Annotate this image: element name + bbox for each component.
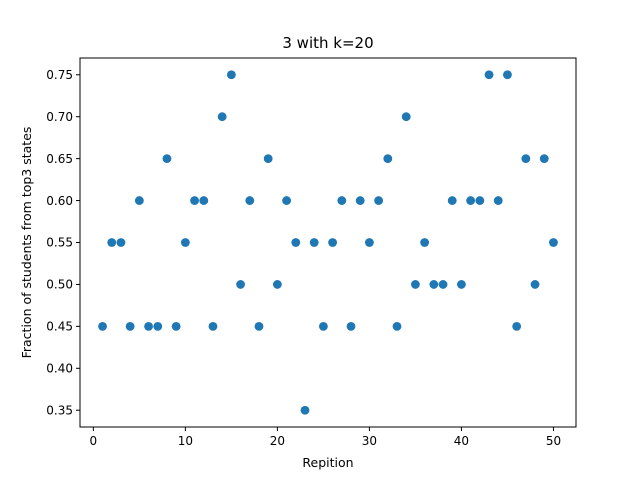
x-tick-label: 10 [178,434,193,448]
data-point [153,321,163,331]
data-point [272,280,282,289]
y-tick-label: 0.55 [46,236,73,250]
data-point [98,321,107,331]
data-point [180,238,190,247]
data-point [263,154,273,164]
y-axis-label: Fraction of students from top3 states [19,127,34,359]
data-point [512,321,522,331]
data-point [438,280,448,289]
data-point [190,196,199,205]
data-point [319,321,328,331]
x-tick-label: 0 [90,434,98,448]
data-point [539,154,549,164]
data-point [162,154,172,164]
y-tick-label: 0.40 [46,361,73,375]
x-tick-label: 20 [270,434,285,448]
data-point [125,321,135,331]
data-point [530,280,540,289]
data-point [493,196,503,205]
data-point [328,238,337,247]
x-tick-label: 40 [454,434,469,448]
y-tick-label: 0.65 [46,152,73,166]
data-point [346,321,356,331]
data-point [245,196,255,205]
data-point [503,70,512,80]
x-tick-label: 30 [362,434,377,448]
data-point [466,196,476,205]
x-axis-label: Repition [302,455,353,470]
data-point [549,238,558,247]
y-axis: 0.35 0.40 0.45 0.50 0.55 0.60 0.65 0.70 0.75 [46,68,80,417]
data-point [429,280,439,289]
y-tick-label: 0.35 [46,403,73,417]
data-point [199,196,209,205]
data-point [236,280,245,289]
data-point [411,280,420,289]
data-point [116,238,126,247]
data-point [355,196,365,205]
data-point [475,196,485,205]
chart-title: 3 with k=20 [282,34,373,52]
data-point [300,405,310,415]
data-point [107,238,117,247]
data-point [309,238,319,247]
data-point [171,321,181,331]
data-point [392,321,402,331]
data-point [254,321,264,331]
y-tick-label: 0.45 [46,320,73,334]
y-tick-label: 0.75 [46,68,73,82]
data-point [420,238,430,247]
data-point [134,196,144,205]
data-point [374,196,384,205]
data-point [144,321,153,331]
data-point [226,70,236,80]
x-axis: 0 10 20 30 40 50 [90,427,561,448]
y-tick-label: 0.70 [46,110,73,124]
data-point [365,238,374,247]
data-point [291,238,301,247]
y-tick-label: 0.50 [46,278,73,292]
data-point [282,196,291,205]
y-tick-label: 0.60 [46,194,73,208]
x-tick-label: 50 [546,434,561,448]
data-point [401,112,411,122]
data-points [98,70,558,415]
data-point [457,280,466,289]
data-point [208,321,218,331]
data-point [447,196,457,205]
data-point [521,154,531,164]
data-point [484,70,494,80]
data-point [217,112,227,122]
data-point [383,154,393,164]
data-point [337,196,347,205]
